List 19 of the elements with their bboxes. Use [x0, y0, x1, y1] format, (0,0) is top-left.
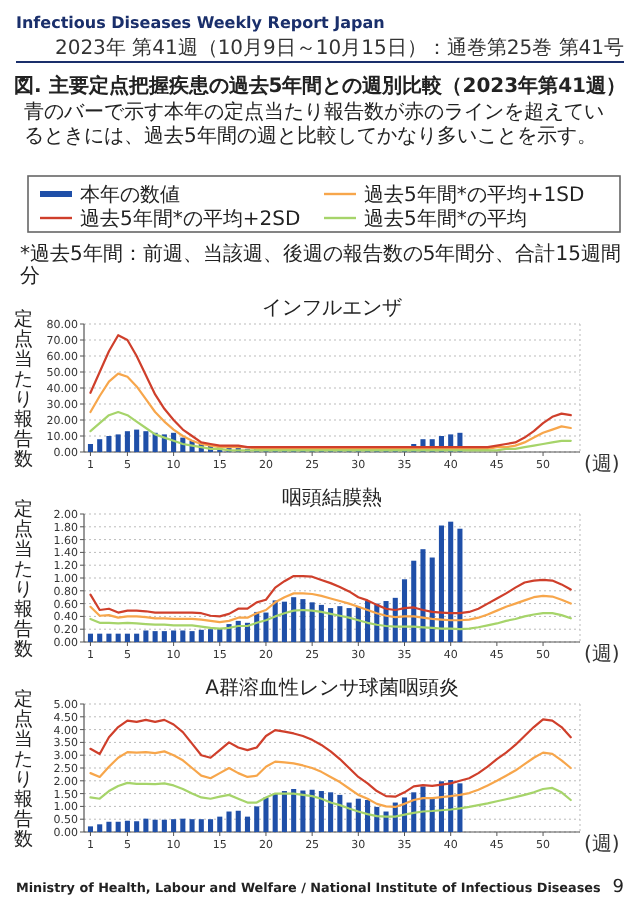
y-axis-title: 定点当たり報告数	[14, 497, 34, 661]
legend-label: 過去5年間*の平均+1SD	[364, 183, 585, 207]
chart-title: インフルエンザ	[262, 298, 402, 320]
legend-label: 過去5年間*の平均+2SD	[80, 207, 301, 231]
legend-label: 過去5年間*の平均	[364, 207, 527, 231]
legend-label: 本年の数値	[80, 183, 180, 207]
chart-title: 咽頭結膜熱	[282, 486, 382, 510]
chart-title: A群溶血性レンサ球菌咽頭炎	[205, 676, 459, 700]
text: 青のバーで示す本年の定点当たり報告数が赤のラインを超えているときには、過去5年間の週と比較してかなり多いことを示す。	[24, 100, 604, 148]
text: *過去5年間：前週、当該週、後週の報告数の5年間分、合計15週間分	[20, 242, 621, 288]
y-axis-title: 定点当たり報告数	[14, 307, 34, 471]
text: 図. 主要定点把握疾患の過去5年間との週別比較（2023年第41週）	[14, 74, 626, 98]
text: Infectious Diseases Weekly Report Japan	[16, 14, 386, 32]
y-axis-title: 定点当たり報告数	[14, 687, 34, 851]
x-axis-title: (週)	[584, 644, 620, 666]
text: 9	[612, 878, 625, 898]
x-axis-title: (週)	[584, 454, 620, 476]
text: 2023年 第41週（10月9日～10月15日）：通巻第25巻 第41号	[54, 36, 624, 60]
x-axis-title: (週)	[584, 834, 620, 856]
